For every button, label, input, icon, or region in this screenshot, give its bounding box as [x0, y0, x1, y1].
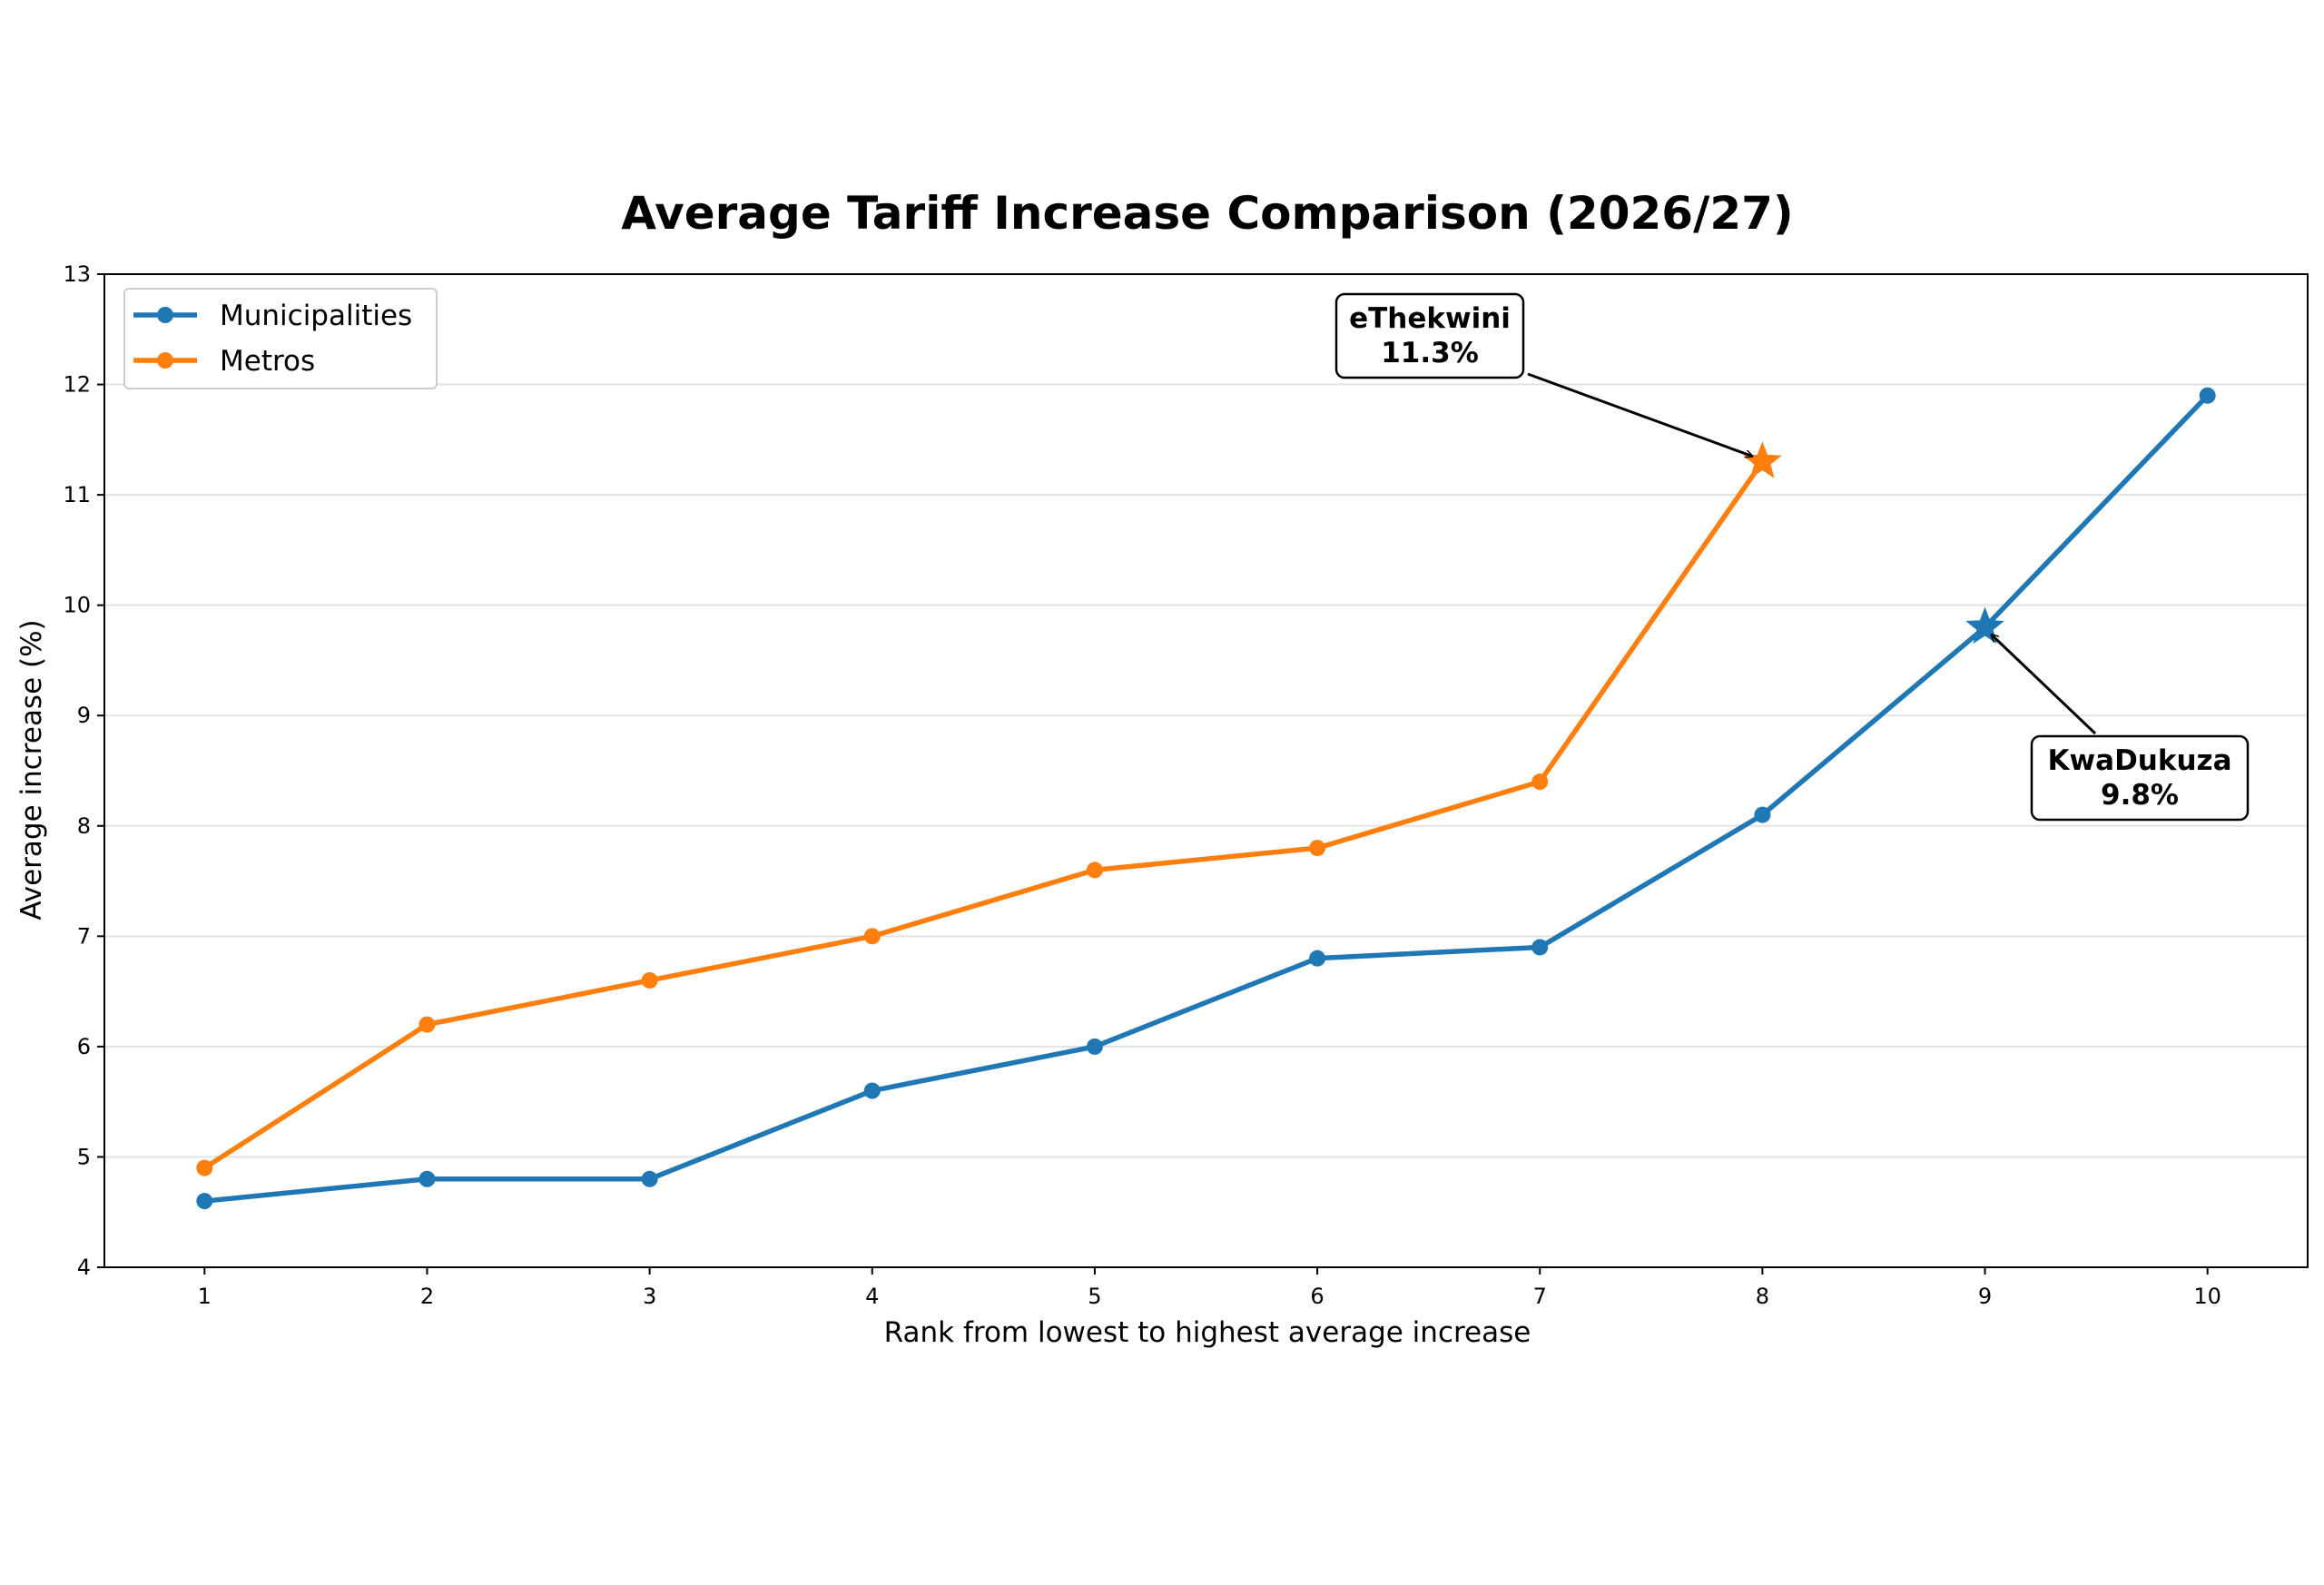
annotation-box: [1334, 292, 1525, 379]
data-point: [196, 1193, 213, 1210]
legend-box: [123, 288, 438, 389]
legend-item-municipalities: Municipalities: [133, 300, 412, 332]
y-tick-label: 5: [77, 1144, 91, 1169]
data-point: [863, 928, 881, 945]
data-point: [2199, 387, 2216, 404]
annotation-arrow: [1527, 372, 1752, 457]
series-metros: [196, 441, 1782, 1176]
gridlines: [104, 273, 2308, 1268]
y-tick-label: 7: [77, 923, 91, 949]
x-tick-label: 9: [1978, 1284, 1992, 1309]
x-tick-label: 2: [420, 1284, 434, 1309]
x-tick-label: 8: [1756, 1284, 1769, 1309]
y-tick-label: 6: [77, 1034, 91, 1059]
highlight-star-point: [1743, 441, 1782, 478]
data-point: [641, 1170, 658, 1187]
annotation-arrow: [1992, 635, 2097, 735]
x-tick-label: 7: [1533, 1284, 1547, 1309]
legend-label: Municipalities: [220, 300, 412, 332]
x-tick-label: 1: [198, 1284, 212, 1309]
y-tick-label: 9: [77, 703, 91, 728]
annotation-label: KwaDukuza: [2047, 744, 2231, 777]
legend-marker: [157, 307, 173, 323]
x-axis-label: Rank from lowest to highest average incr…: [884, 1316, 1531, 1349]
y-tick-label: 13: [63, 261, 91, 287]
x-tick-label: 3: [643, 1284, 656, 1309]
x-tick-label: 6: [1310, 1284, 1324, 1309]
data-point: [1754, 806, 1771, 823]
legend-item-metros: Metros: [133, 345, 315, 378]
legend-label: Metros: [220, 345, 315, 378]
data-point: [1309, 950, 1326, 967]
data-point: [1531, 773, 1549, 791]
plot-frame: [103, 273, 2309, 1268]
series-line: [202, 392, 2211, 1204]
annotation-label: 11.3%: [1381, 337, 1479, 369]
data-point: [1309, 840, 1326, 857]
data-point: [419, 1170, 436, 1187]
x-tick-label: 5: [1088, 1284, 1101, 1309]
y-axis-label: Average increase (%): [15, 619, 48, 920]
y-tick-label: 4: [77, 1255, 91, 1280]
legend-marker: [157, 352, 173, 369]
y-tick-label: 8: [77, 813, 91, 839]
data-point: [641, 971, 658, 989]
x-tick-label: 4: [865, 1284, 879, 1309]
legend: Municipalities Metros: [123, 288, 438, 389]
annotation-label: eThekwini: [1349, 302, 1511, 335]
highlight-star-point: [1965, 606, 2004, 645]
y-tick-label: 11: [63, 482, 91, 507]
data-point: [419, 1016, 436, 1033]
data-point: [863, 1082, 881, 1099]
annotation-box: [2030, 734, 2250, 822]
y-tick-label: 10: [63, 593, 91, 618]
series-line: [202, 458, 1766, 1171]
y-tick-label: 12: [63, 372, 91, 398]
data-point: [196, 1159, 213, 1176]
series-municipalities: [196, 387, 2216, 1210]
data-point: [1086, 1038, 1103, 1055]
series-lines: [196, 387, 2216, 1210]
data-point: [1086, 861, 1103, 879]
data-point: [1531, 939, 1549, 956]
chart-title: Average Tariff Increase Comparison (2026…: [621, 187, 1794, 240]
x-tick-label: 10: [2193, 1284, 2221, 1309]
annotation-label: 9.8%: [2101, 779, 2179, 812]
